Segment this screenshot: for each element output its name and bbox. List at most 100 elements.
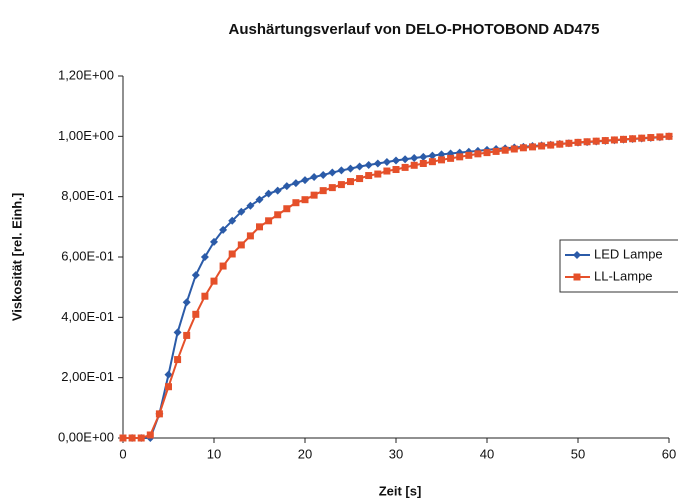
data-point (228, 216, 237, 225)
legend-label: LL-Lampe (594, 268, 653, 283)
x-tick-label: 60 (662, 446, 676, 461)
data-point (301, 176, 309, 185)
y-tick-label: 0,00E+00 (58, 429, 114, 444)
data-point (146, 431, 154, 439)
data-point (219, 225, 228, 234)
data-point (291, 179, 300, 188)
data-point (428, 158, 436, 166)
data-point (274, 211, 282, 219)
legend-marker (573, 251, 581, 259)
y-tick-label: 8,00E-01 (61, 188, 114, 203)
data-point (256, 223, 263, 231)
data-point (201, 292, 209, 300)
data-point (419, 152, 428, 161)
data-point (192, 310, 200, 318)
data-point (219, 262, 227, 270)
y-tick-label: 1,20E+00 (58, 67, 114, 82)
y-axis-label: Viskosität [rel. Einh.] (9, 193, 24, 321)
data-point (319, 187, 327, 195)
data-point (165, 383, 172, 391)
x-tick-label: 20 (298, 446, 312, 461)
x-tick-label: 0 (119, 446, 126, 461)
data-point (337, 181, 345, 189)
data-point (282, 182, 291, 191)
data-point (447, 154, 455, 162)
data-point (620, 135, 627, 143)
data-point (292, 199, 300, 207)
data-point (365, 172, 373, 180)
data-point (547, 141, 555, 149)
x-axis-label: Zeit [s] (379, 483, 422, 498)
data-point (529, 143, 536, 151)
data-point (410, 154, 419, 163)
data-point (273, 186, 282, 195)
y-tick-label: 6,00E-01 (61, 248, 114, 263)
data-point (174, 356, 182, 364)
data-point (119, 434, 127, 442)
data-point (574, 138, 582, 146)
data-point (629, 135, 637, 143)
data-point (656, 133, 664, 141)
chart-title: Aushärtungsverlauf von DELO-PHOTOBOND AD… (229, 21, 600, 38)
data-point (328, 168, 337, 177)
data-point (237, 207, 246, 216)
data-point (401, 155, 410, 164)
data-point (173, 328, 182, 337)
data-point (565, 139, 573, 147)
data-point (428, 151, 437, 160)
data-point (483, 149, 491, 157)
data-point (583, 138, 591, 146)
data-point (265, 217, 273, 225)
data-point (374, 170, 382, 178)
data-point (492, 147, 500, 155)
data-point (164, 370, 173, 379)
data-point (328, 184, 336, 192)
data-point (601, 137, 609, 145)
data-point (246, 201, 255, 210)
data-point (283, 205, 291, 213)
data-point (246, 232, 254, 240)
data-point (392, 166, 400, 174)
data-point (592, 137, 600, 145)
data-point (610, 136, 618, 144)
data-point (538, 142, 546, 150)
x-tick-label: 10 (207, 446, 221, 461)
data-point (519, 144, 527, 152)
data-point (310, 173, 319, 182)
data-point (310, 191, 318, 199)
data-point (264, 189, 273, 198)
data-point (410, 161, 418, 169)
data-point (556, 140, 564, 148)
data-point (155, 410, 163, 418)
y-tick-label: 1,00E+00 (58, 128, 114, 143)
data-point (383, 167, 391, 175)
data-point (301, 196, 309, 204)
data-point (228, 250, 236, 258)
y-tick-label: 4,00E-01 (61, 309, 114, 324)
data-point (382, 157, 391, 166)
legend-marker (573, 273, 581, 281)
x-tick-label: 30 (389, 446, 403, 461)
data-point (373, 159, 382, 168)
data-point (438, 156, 445, 164)
data-point (319, 170, 328, 179)
x-tick-label: 40 (480, 446, 494, 461)
data-point (638, 134, 646, 142)
data-point (665, 132, 673, 140)
legend (559, 239, 678, 293)
data-point (183, 331, 191, 339)
data-point (392, 156, 400, 165)
data-point (501, 146, 509, 154)
data-point (456, 153, 464, 161)
data-point (200, 253, 209, 261)
data-point (182, 298, 191, 307)
data-point (210, 237, 218, 246)
data-point (337, 166, 346, 175)
y-tick-label: 2,00E-01 (61, 369, 114, 384)
data-point (210, 277, 218, 285)
data-point (346, 164, 355, 173)
x-tick-label: 50 (571, 446, 585, 461)
data-point (237, 241, 245, 249)
data-point (510, 145, 518, 153)
